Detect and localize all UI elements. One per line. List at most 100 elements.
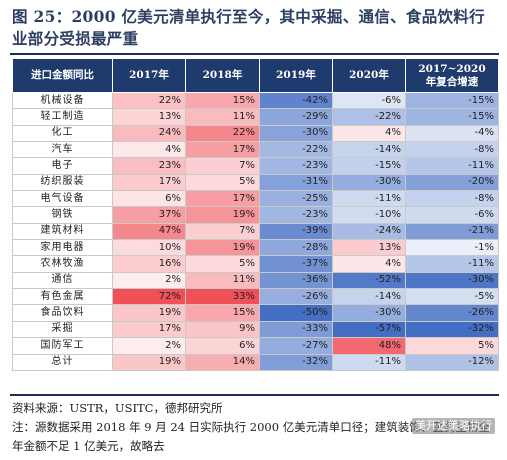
heatmap-cell: -30%: [259, 124, 333, 143]
heatmap-cell: 4%: [112, 141, 186, 159]
table-body: 机械设备 22% 15% -42% -6% -15% 轻工制造 13% 11% -29% -22% -…: [12, 91, 499, 371]
heatmap-cell: 72%: [112, 288, 186, 306]
heatmap-cell: -22%: [259, 141, 333, 159]
table-row: 采掘 17% 9% -33% -57% -32%: [12, 320, 499, 339]
row-label: 建筑材料: [12, 222, 113, 241]
row-label: 化工: [12, 124, 113, 143]
row-label: 通信: [12, 271, 113, 290]
heatmap-cell: -11%: [332, 190, 406, 208]
heatmap-cell: -20%: [405, 173, 499, 192]
heatmap-cell: -57%: [332, 320, 406, 339]
heatmap-cell: 15%: [185, 91, 260, 110]
table-row: 通信 2% 11% -36% -52% -30%: [12, 271, 499, 290]
column-header: 2018年: [185, 58, 260, 93]
table-row: 建筑材料 47% 7% -39% -24% -21%: [12, 222, 499, 241]
heatmap-cell: -30%: [332, 173, 406, 192]
heatmap-cell: 2%: [112, 337, 186, 355]
heatmap-cell: 17%: [185, 141, 260, 159]
heatmap-cell: 37%: [112, 206, 186, 224]
table-row: 汽车 4% 17% -22% -14% -8%: [12, 141, 499, 159]
heatmap-cell: 16%: [112, 255, 186, 273]
heatmap-cell: -30%: [405, 271, 499, 290]
heatmap-cell: -10%: [332, 206, 406, 224]
heatmap-cell: -42%: [259, 91, 333, 110]
column-header: 2020年: [332, 58, 406, 93]
heatmap-cell: -23%: [259, 157, 333, 175]
heatmap-cell: -4%: [405, 124, 499, 143]
heatmap-cell: 19%: [112, 304, 186, 322]
heatmap-cell: -30%: [332, 304, 406, 322]
table-row: 国防军工 2% 6% -27% 48% 5%: [12, 337, 499, 355]
note-line: 注：源数据采用 2018 年 9 月 24 日实际执行 2000 亿美元清单口径…: [12, 420, 490, 453]
bottom-rule: [10, 394, 499, 396]
watermark: 美开达策略执行: [412, 418, 495, 434]
row-label: 电子: [12, 157, 113, 175]
heatmap-cell: 19%: [185, 206, 260, 224]
heatmap-cell: 5%: [185, 173, 260, 192]
row-label: 农林牧渔: [12, 255, 113, 273]
table-row: 总计 19% 14% -32% -11% -12%: [12, 353, 499, 371]
heatmap-cell: 48%: [332, 337, 406, 355]
heatmap-cell: -22%: [332, 108, 406, 126]
source-notes: 资料来源：USTR，USITC，德邦研究所 注：源数据采用 2018 年 9 月…: [12, 399, 500, 456]
heatmap-cell: -50%: [259, 304, 333, 322]
heatmap-cell: -32%: [405, 320, 499, 339]
row-label: 采掘: [12, 320, 113, 339]
heatmap-cell: -8%: [405, 141, 499, 159]
heatmap-cell: -31%: [259, 173, 333, 192]
table-row: 化工 24% 22% -30% 4% -4%: [12, 124, 499, 143]
table-row: 钢铁 37% 19% -23% -10% -6%: [12, 206, 499, 224]
row-label: 食品饮料: [12, 304, 113, 322]
heatmap-cell: -14%: [332, 141, 406, 159]
heatmap-cell: -21%: [405, 222, 499, 241]
heatmap-cell: -6%: [332, 91, 406, 110]
heatmap-cell: 5%: [185, 255, 260, 273]
heatmap-cell: 14%: [185, 353, 260, 371]
heatmap-cell: -28%: [259, 239, 333, 257]
heatmap-cell: 47%: [112, 222, 186, 241]
column-header: 进口金额同比: [12, 58, 113, 93]
row-label: 纺织服装: [12, 173, 113, 192]
column-header: 2017年: [112, 58, 186, 93]
heatmap-cell: -52%: [332, 271, 406, 290]
heatmap-cell: 22%: [112, 91, 186, 110]
heatmap-cell: 24%: [112, 124, 186, 143]
heatmap-cell: 6%: [112, 190, 186, 208]
table-row: 纺织服装 17% 5% -31% -30% -20%: [12, 173, 499, 192]
heatmap-cell: -37%: [259, 255, 333, 273]
heatmap-cell: 33%: [185, 288, 260, 306]
heatmap-cell: -25%: [259, 190, 333, 208]
row-label: 有色金属: [12, 288, 113, 306]
heatmap-cell: 10%: [112, 239, 186, 257]
heatmap-cell: -5%: [405, 288, 499, 306]
table-row: 电气设备 6% 17% -25% -11% -8%: [12, 190, 499, 208]
heatmap-cell: -11%: [332, 353, 406, 371]
row-label: 汽车: [12, 141, 113, 159]
table-row: 机械设备 22% 15% -42% -6% -15%: [12, 91, 499, 110]
heatmap-table: 进口金额同比 2017年 2018年 2019年 2020年 2017~2020 年复合增速…: [12, 58, 499, 371]
heatmap-cell: -33%: [259, 320, 333, 339]
heatmap-cell: -15%: [332, 157, 406, 175]
heatmap-cell: -29%: [259, 108, 333, 126]
heatmap-cell: -23%: [259, 206, 333, 224]
figure-title: 图 25：2000 亿美元清单执行至今，其中采掘、通信、食品饮料行业部分受损最严…: [12, 7, 485, 48]
heatmap-cell: 7%: [185, 222, 260, 241]
heatmap-cell: -15%: [405, 108, 499, 126]
heatmap-cell: 23%: [112, 157, 186, 175]
table-header-row: 进口金额同比 2017年 2018年 2019年 2020年 2017~2020 年复合增速: [12, 58, 499, 93]
table-row: 电子 23% 7% -23% -15% -11%: [12, 157, 499, 175]
heatmap-cell: 13%: [332, 239, 406, 257]
heatmap-cell: -8%: [405, 190, 499, 208]
heatmap-cell: -15%: [405, 91, 499, 110]
column-header: 2017~2020 年复合增速: [405, 58, 499, 93]
table-row: 食品饮料 19% 15% -50% -30% -26%: [12, 304, 499, 322]
table-row: 家用电器 10% 19% -28% 13% -1%: [12, 239, 499, 257]
heatmap-cell: 17%: [185, 190, 260, 208]
row-label: 机械设备: [12, 91, 113, 110]
heatmap-cell: -39%: [259, 222, 333, 241]
heatmap-cell: 19%: [112, 353, 186, 371]
heatmap-cell: 5%: [405, 337, 499, 355]
heatmap-cell: -14%: [332, 288, 406, 306]
heatmap-cell: 2%: [112, 271, 186, 290]
table-row: 农林牧渔 16% 5% -37% 4% -11%: [12, 255, 499, 273]
